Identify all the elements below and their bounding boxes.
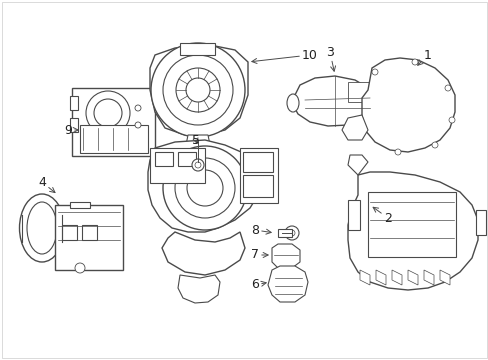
Circle shape — [75, 263, 85, 273]
Circle shape — [175, 158, 235, 218]
Polygon shape — [375, 270, 385, 285]
Polygon shape — [423, 270, 433, 285]
Polygon shape — [271, 244, 299, 268]
Bar — [180, 43, 215, 55]
Bar — [178, 152, 196, 166]
Polygon shape — [162, 232, 244, 275]
Polygon shape — [439, 270, 449, 285]
Polygon shape — [178, 275, 220, 303]
Circle shape — [411, 59, 417, 65]
Text: 10: 10 — [251, 49, 317, 63]
Bar — [62, 225, 77, 240]
Bar — [70, 96, 78, 110]
Bar — [155, 152, 173, 166]
Bar — [278, 229, 291, 237]
Polygon shape — [347, 155, 367, 175]
Bar — [475, 210, 485, 235]
Circle shape — [185, 78, 209, 102]
Circle shape — [135, 122, 141, 128]
Polygon shape — [267, 266, 307, 302]
Text: 5: 5 — [192, 134, 200, 147]
Polygon shape — [407, 270, 417, 285]
Polygon shape — [148, 140, 262, 232]
Circle shape — [285, 226, 298, 240]
Circle shape — [288, 230, 294, 236]
Text: 6: 6 — [250, 279, 265, 292]
Text: 4: 4 — [38, 176, 55, 193]
Text: 1: 1 — [417, 49, 431, 65]
Bar — [347, 82, 369, 102]
Ellipse shape — [20, 194, 64, 262]
Text: 2: 2 — [372, 207, 391, 225]
Text: 9: 9 — [64, 123, 78, 136]
Circle shape — [371, 69, 377, 75]
Bar — [347, 200, 359, 230]
Text: 8: 8 — [250, 224, 271, 237]
Circle shape — [192, 159, 203, 171]
Circle shape — [94, 99, 122, 127]
Circle shape — [186, 170, 223, 206]
Circle shape — [135, 105, 141, 111]
Circle shape — [86, 91, 130, 135]
Polygon shape — [292, 76, 377, 126]
Bar — [80, 125, 148, 153]
Circle shape — [394, 149, 400, 155]
Bar — [72, 88, 155, 156]
Circle shape — [163, 55, 232, 125]
Circle shape — [195, 162, 201, 168]
Circle shape — [151, 43, 244, 137]
Bar — [150, 148, 204, 183]
Bar — [55, 205, 123, 270]
Circle shape — [444, 85, 450, 91]
Circle shape — [163, 146, 246, 230]
Text: 3: 3 — [325, 45, 335, 71]
Bar — [240, 148, 278, 203]
Ellipse shape — [27, 202, 57, 254]
Bar — [70, 118, 78, 132]
Bar — [70, 202, 90, 208]
Text: 7: 7 — [250, 248, 267, 261]
Bar — [243, 175, 272, 197]
Bar — [367, 192, 455, 257]
Ellipse shape — [286, 94, 298, 112]
Polygon shape — [341, 115, 367, 140]
Polygon shape — [361, 58, 454, 152]
Circle shape — [448, 117, 454, 123]
Polygon shape — [391, 270, 401, 285]
Circle shape — [431, 142, 437, 148]
Polygon shape — [347, 172, 477, 290]
Bar — [243, 152, 272, 172]
Polygon shape — [150, 45, 247, 135]
Circle shape — [176, 68, 220, 112]
Polygon shape — [359, 270, 369, 285]
Bar — [82, 225, 97, 240]
Polygon shape — [185, 135, 209, 145]
